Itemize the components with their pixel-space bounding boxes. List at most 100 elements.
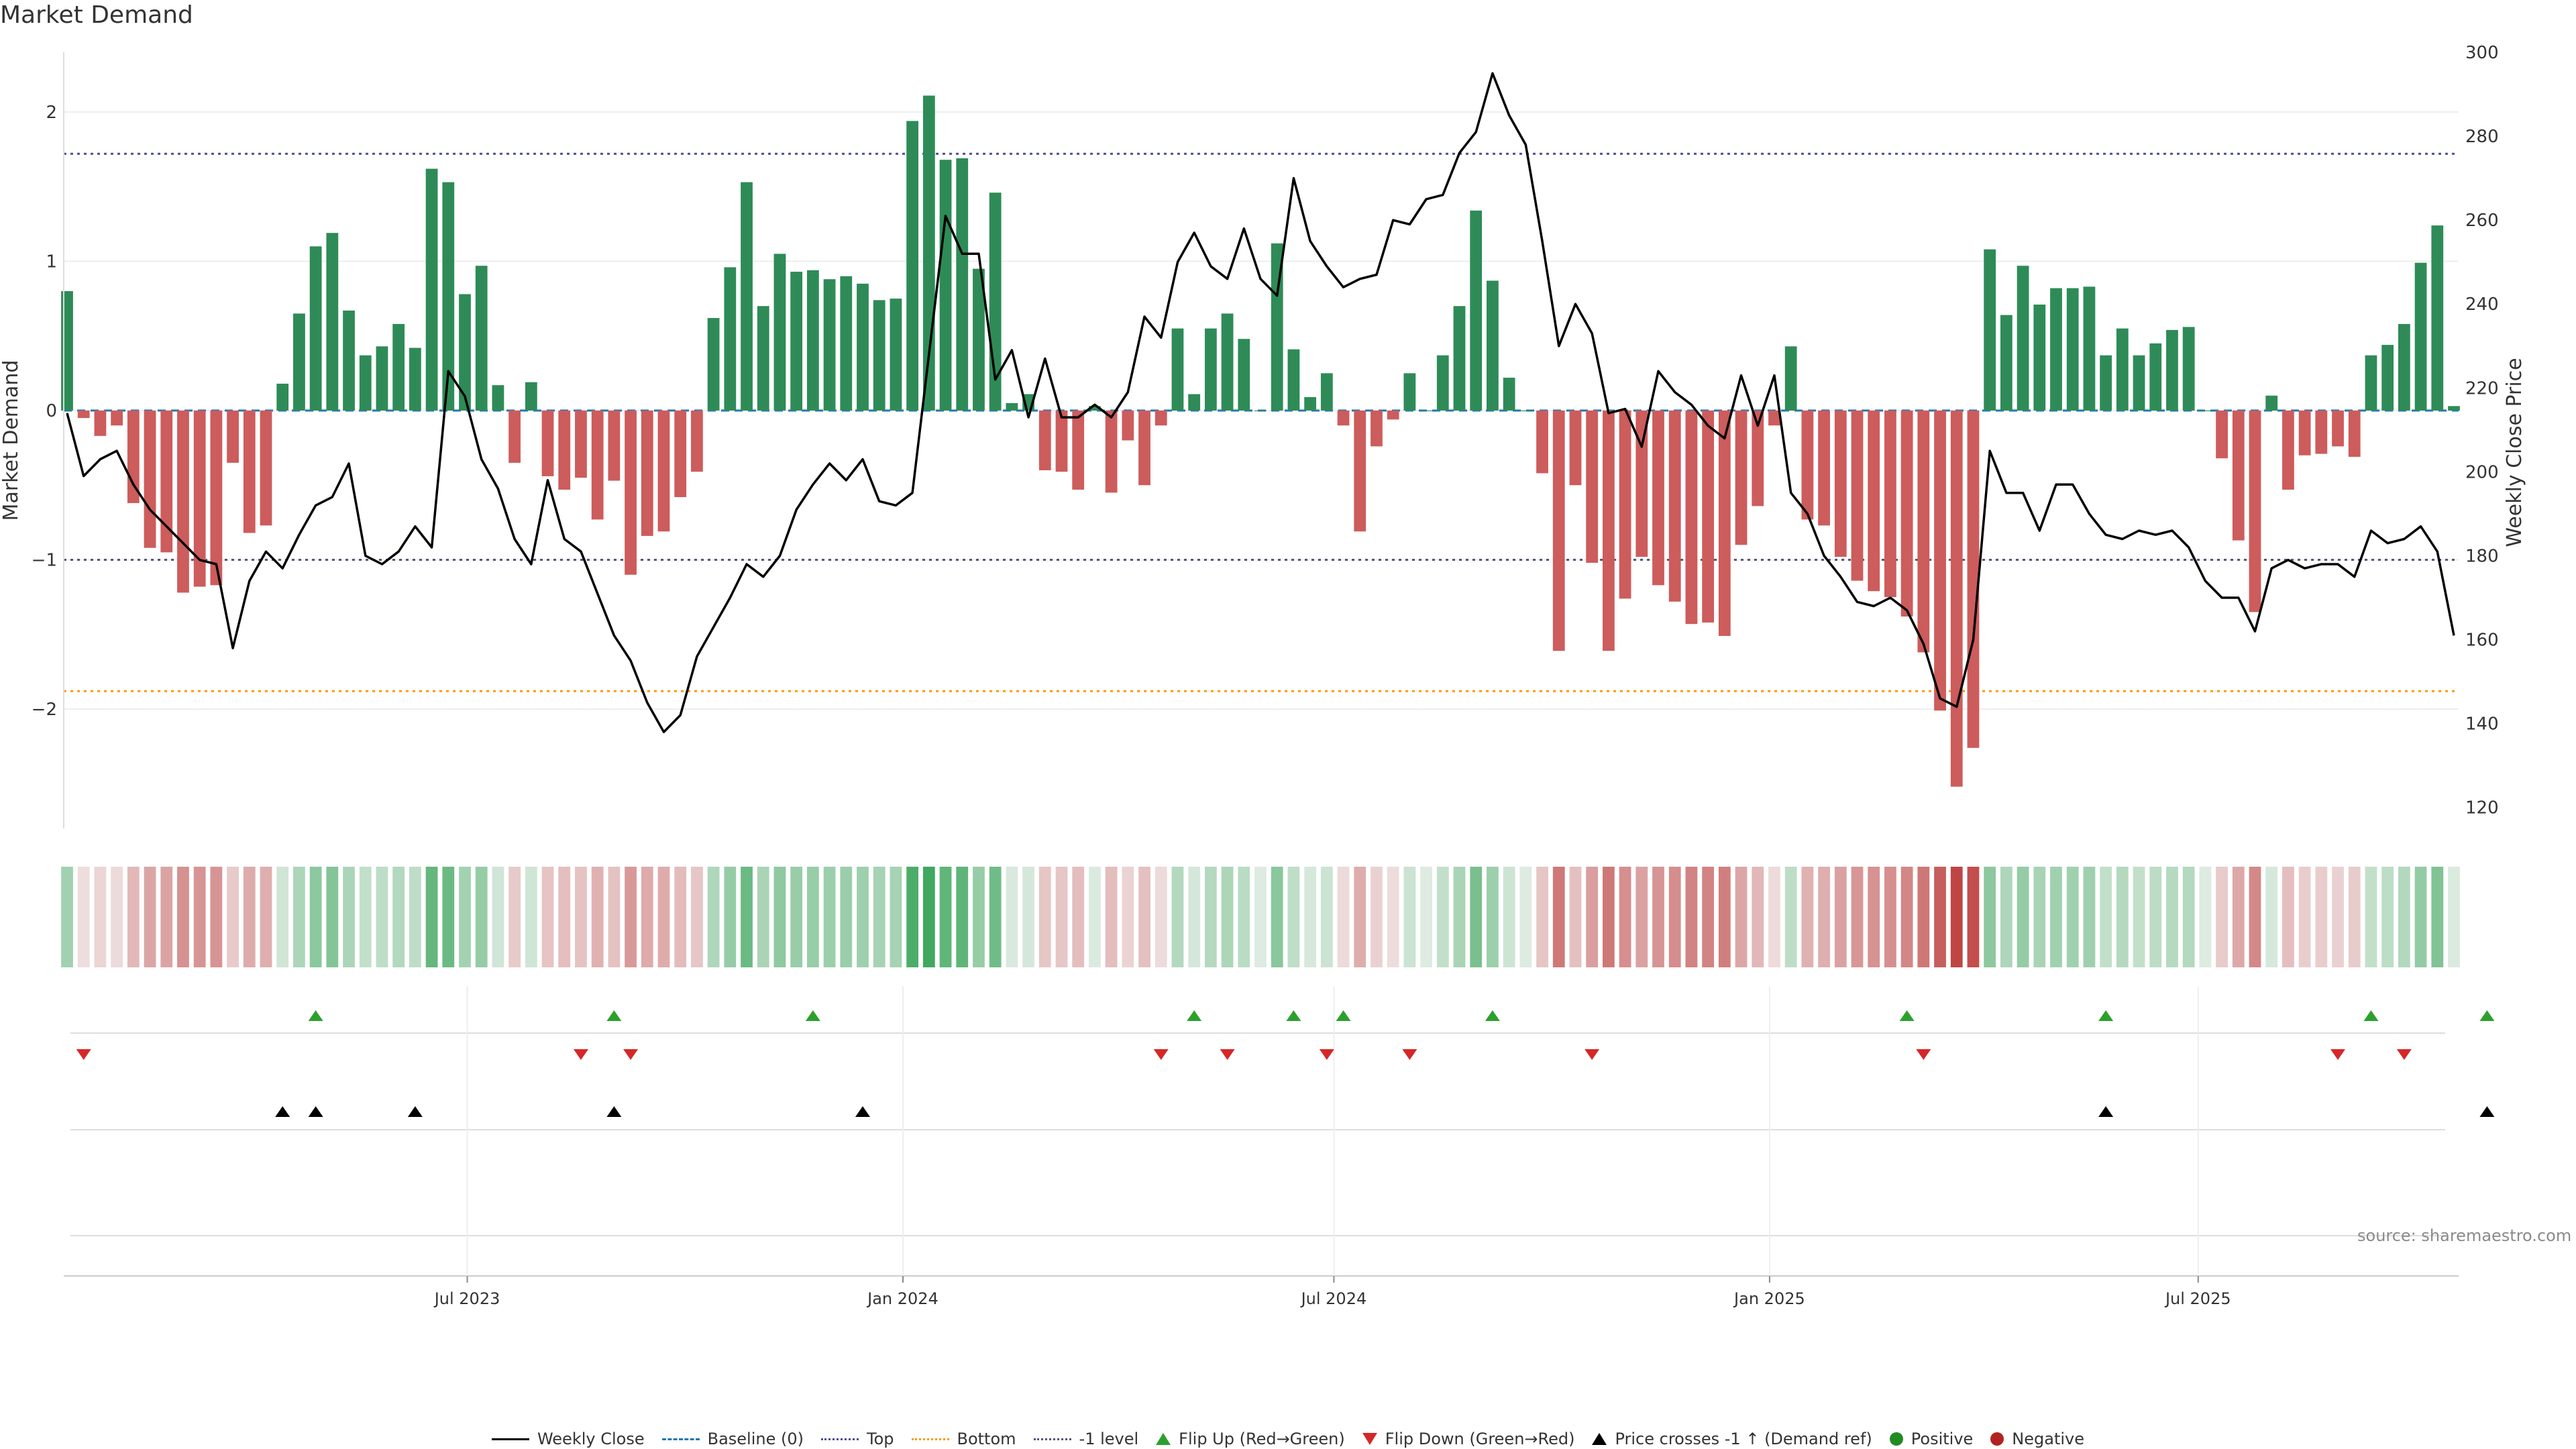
heat-cell: [857, 867, 869, 967]
heat-cell: [2265, 867, 2278, 967]
heat-cell: [922, 867, 935, 967]
demand-bar: [575, 411, 587, 478]
heat-cell: [1668, 867, 1681, 967]
heat-cell: [773, 867, 786, 967]
legend-label: Weekly Close: [537, 1430, 645, 1448]
demand-bar: [1536, 411, 1548, 474]
demand-bar: [1984, 249, 1996, 411]
demand-bar: [790, 272, 803, 411]
reference-lines: [64, 152, 2459, 692]
demand-bar: [1337, 411, 1350, 426]
heat-cell: [724, 867, 737, 967]
demand-bar: [77, 411, 90, 419]
demand-bar: [1436, 355, 1449, 411]
heat-cell: [1436, 867, 1449, 967]
heat-cell: [1818, 867, 1830, 967]
heat-cell: [111, 867, 123, 967]
heat-cell: [1387, 867, 1399, 967]
heat-cell: [1752, 867, 1764, 967]
demand-bar: [2166, 329, 2178, 411]
heat-cell: [674, 867, 687, 967]
heat-cell: [1221, 867, 1234, 967]
demand-bar: [1304, 396, 1317, 411]
demand-bar: [2083, 286, 2096, 411]
heat-cell: [1287, 867, 1300, 967]
legend-item: Negative: [1990, 1430, 2084, 1448]
demand-bar: [1204, 328, 1217, 411]
flip-down-marker: [1220, 1049, 1235, 1060]
legend-item: Flip Up (Red→Green): [1156, 1430, 1345, 1448]
left-tick-label: 1: [46, 252, 57, 272]
heat-cell: [77, 867, 90, 967]
demand-bar: [61, 291, 73, 411]
heat-cell: [1917, 867, 1930, 967]
demand-bar: [591, 411, 604, 520]
heat-cell: [1238, 867, 1250, 967]
demand-bar: [741, 182, 753, 411]
heat-cell: [2116, 867, 2129, 967]
demand-bar: [508, 411, 521, 463]
demand-bar: [293, 313, 305, 411]
demand-bar: [1238, 339, 1250, 411]
heat-cell: [392, 867, 405, 967]
flip-down-marker: [573, 1049, 588, 1060]
heat-cell: [94, 867, 107, 967]
legend-label: Top: [867, 1430, 894, 1448]
heat-cell: [1006, 867, 1018, 967]
demand-bar: [1950, 411, 1963, 787]
right-tick-label: 120: [2465, 798, 2499, 818]
heat-cell: [691, 867, 703, 967]
demand-bar: [210, 411, 223, 586]
heat-cell: [1188, 867, 1201, 967]
demand-bar: [376, 346, 388, 411]
demand-heat-strip: [61, 867, 2460, 967]
demand-bar: [906, 121, 919, 411]
legend-swatch: [491, 1438, 529, 1440]
demand-bar: [94, 411, 107, 436]
heat-cell: [2149, 867, 2162, 967]
heat-cell: [1851, 867, 1864, 967]
demand-bar: [857, 283, 869, 411]
demand-bar: [1784, 346, 1797, 411]
heat-cell: [409, 867, 421, 967]
demand-bar: [492, 385, 504, 411]
demand-bar: [260, 411, 272, 526]
heat-cell: [757, 867, 769, 967]
demand-bar: [1487, 280, 1499, 411]
heat-cell: [326, 867, 339, 967]
demand-bar: [541, 411, 554, 476]
heat-cell: [227, 867, 239, 967]
demand-bar: [2282, 411, 2294, 490]
demand-bar: [1619, 411, 1631, 599]
demand-bar: [2315, 411, 2328, 454]
weekly-close-line: [66, 72, 2455, 733]
heat-cell: [741, 867, 753, 967]
heat-cell: [2133, 867, 2145, 967]
price-line: [66, 72, 2455, 733]
demand-bar: [309, 246, 322, 411]
heat-cell: [2332, 867, 2344, 967]
heat-cell: [1320, 867, 1333, 967]
demand-bar: [2033, 305, 2046, 411]
heat-cell: [873, 867, 885, 967]
legend-swatch: [1362, 1433, 1377, 1445]
x-tick-label: Jul 2025: [2164, 1289, 2231, 1308]
left-tick-label: −2: [32, 700, 57, 720]
x-tick-label: Jan 2025: [1733, 1289, 1805, 1308]
grid-lines: [64, 111, 2459, 1277]
demand-bar: [1900, 411, 1913, 617]
heat-cell: [2232, 867, 2245, 967]
demand-bar: [1768, 411, 1780, 426]
price-cross-marker: [606, 1106, 622, 1117]
heat-cell: [1884, 867, 1896, 967]
heat-cell: [823, 867, 836, 967]
heat-cell: [1155, 867, 1167, 967]
flip-up-marker: [805, 1010, 820, 1021]
heat-cell: [1868, 867, 1880, 967]
heat-cell: [625, 867, 637, 967]
demand-bar: [1801, 411, 1814, 520]
heat-cell: [1735, 867, 1748, 967]
demand-bar: [243, 411, 256, 533]
legend-item: Baseline (0): [661, 1430, 804, 1448]
